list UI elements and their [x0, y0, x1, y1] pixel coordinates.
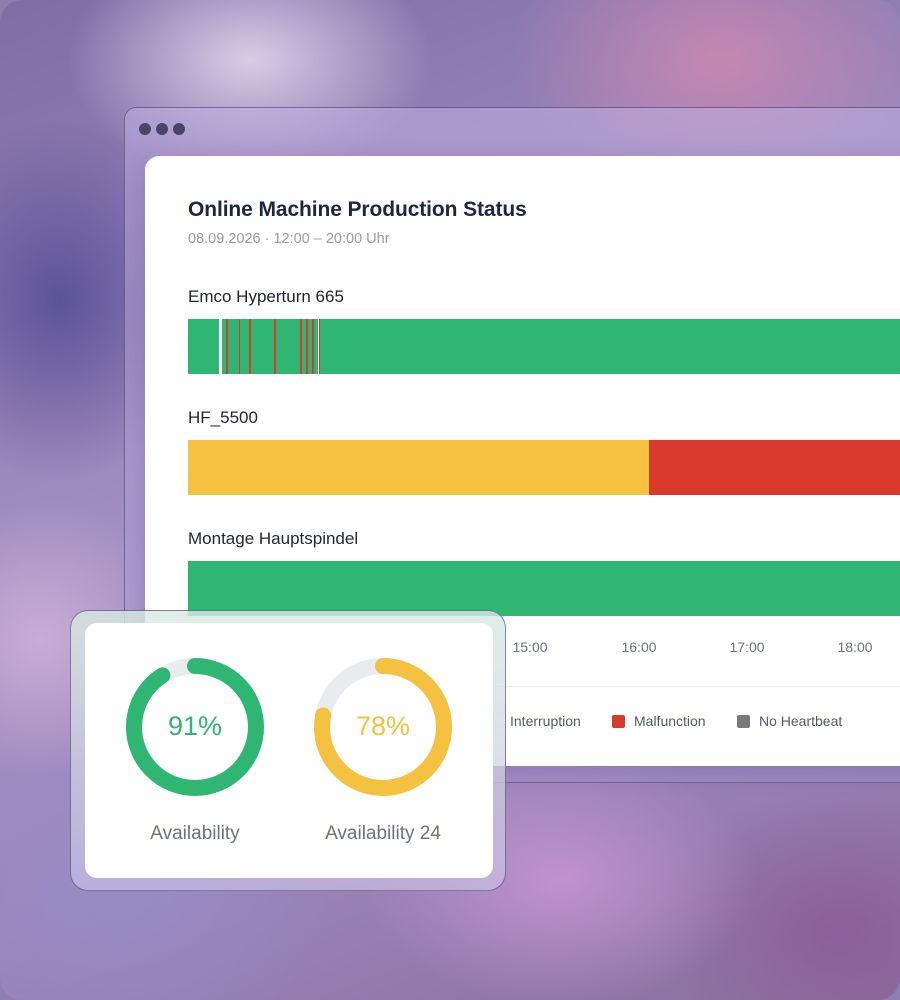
- status-segment-running[interactable]: [227, 319, 239, 374]
- status-segment-malfunction[interactable]: [300, 319, 304, 374]
- legend-divider: [145, 686, 900, 687]
- status-bar-emco[interactable]: [188, 319, 900, 374]
- availability-24-donut: [314, 658, 452, 796]
- availability-donut: [126, 658, 264, 796]
- status-segment-running[interactable]: [188, 319, 219, 374]
- status-segment-malfunction[interactable]: [249, 319, 253, 374]
- machine-name-montage: Montage Hauptspindel: [188, 529, 359, 548]
- machine-name-emco: Emco Hyperturn 665: [188, 287, 344, 306]
- status-segment-running[interactable]: [275, 319, 301, 374]
- status-segment-running[interactable]: [301, 319, 307, 374]
- axis-tick: 15:00: [512, 639, 548, 655]
- status-segment-malfunction[interactable]: [648, 440, 900, 495]
- status-segment-malfunction[interactable]: [318, 319, 322, 374]
- page-title: Online Machine Production Status: [188, 198, 527, 221]
- status-bar-montage[interactable]: [188, 561, 900, 616]
- status-segment-running[interactable]: [250, 319, 274, 374]
- legend-item-interruption: Interruption: [510, 713, 581, 729]
- status-segment-interruption[interactable]: [188, 440, 649, 495]
- date-range: 08.09.2026 · 12:00 – 20:00 Uhr: [188, 231, 390, 247]
- availability-gauges-card: 91% Availability 78% Availability 24: [85, 623, 493, 878]
- status-segment-running[interactable]: [218, 319, 227, 374]
- status-bar-hf5500[interactable]: [188, 440, 900, 495]
- axis-tick: 18:00: [837, 639, 873, 655]
- window-dot-icon[interactable]: [139, 123, 151, 135]
- status-segment-running[interactable]: [320, 319, 900, 374]
- machine-name-hf5500: HF_5500: [188, 408, 258, 427]
- legend-label: Malfunction: [634, 713, 706, 729]
- availability-label: Availability: [150, 823, 240, 844]
- availability-24-value: 78%: [355, 711, 411, 741]
- legend-label: No Heartbeat: [759, 713, 843, 729]
- status-segment-malfunction[interactable]: [226, 319, 230, 374]
- status-segment-malfunction[interactable]: [306, 319, 310, 374]
- legend-swatch-grey: [737, 714, 750, 728]
- status-segment-running[interactable]: [307, 319, 313, 374]
- window-dot-icon[interactable]: [173, 123, 185, 135]
- status-segment-running[interactable]: [188, 561, 900, 616]
- window-dot-icon[interactable]: [156, 123, 168, 135]
- availability-value: 91%: [167, 711, 223, 741]
- availability-24-label: Availability 24: [325, 823, 441, 844]
- legend-swatch-red: [612, 714, 625, 728]
- legend-label: Interruption: [510, 713, 581, 729]
- status-segment-malfunction[interactable]: [273, 319, 277, 374]
- status-segment-malfunction[interactable]: [312, 319, 316, 374]
- axis-tick: 16:00: [621, 639, 657, 655]
- status-segment-running[interactable]: [313, 319, 319, 374]
- donut-value-arc: [126, 658, 264, 796]
- legend-item-no-heartbeat: No Heartbeat: [737, 713, 842, 729]
- legend-item-malfunction: Malfunction: [612, 713, 706, 729]
- axis-tick: 17:00: [729, 639, 765, 655]
- status-segment-running[interactable]: [240, 319, 250, 374]
- window-controls: [139, 123, 185, 135]
- donut-value-arc: [314, 658, 452, 796]
- status-segment-malfunction[interactable]: [238, 319, 242, 374]
